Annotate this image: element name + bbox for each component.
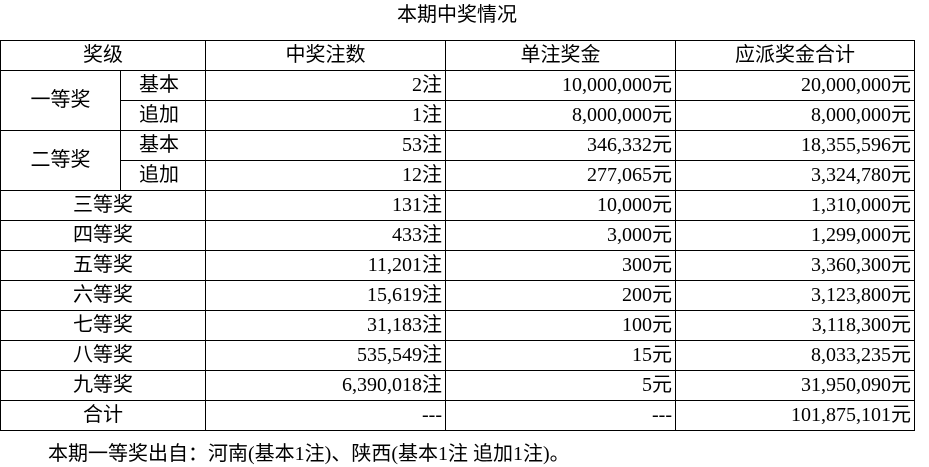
table-row: 一等奖 基本 2注 10,000,000元 20,000,000元 [0, 70, 915, 131]
table-row: 三等奖 131注 10,000元 1,310,000元 [0, 190, 915, 221]
sub-level-cell: 基本 [120, 70, 206, 101]
table-row: 九等奖 6,390,018注 5元 31,950,090元 [0, 370, 915, 401]
total-cell: 18,355,596元 [675, 130, 915, 161]
prize-cell: 5元 [445, 370, 676, 401]
count-cell: 53注 [205, 130, 446, 161]
level-cell: 二等奖 [0, 130, 121, 191]
total-cell: 101,875,101元 [675, 400, 915, 431]
prize-cell: 10,000元 [445, 190, 676, 221]
count-cell: 31,183注 [205, 310, 446, 341]
header-cell: 中奖注数 [205, 40, 446, 71]
table-row: 七等奖 31,183注 100元 3,118,300元 [0, 310, 915, 341]
prize-cell: 100元 [445, 310, 676, 341]
level-cell: 三等奖 [0, 190, 206, 221]
count-cell: 15,619注 [205, 280, 446, 311]
count-cell: 1注 [205, 100, 446, 131]
level-cell: 八等奖 [0, 340, 206, 371]
header-row: 奖级 中奖注数 单注奖金 应派奖金合计 [0, 40, 915, 71]
table-row: 四等奖 433注 3,000元 1,299,000元 [0, 220, 915, 251]
header-cell: 奖级 [0, 40, 206, 71]
table-row: 合计 --- --- 101,875,101元 [0, 400, 915, 431]
level-cell: 四等奖 [0, 220, 206, 251]
total-cell: 3,324,780元 [675, 160, 915, 191]
count-cell: 131注 [205, 190, 446, 221]
level-cell: 七等奖 [0, 310, 206, 341]
prize-cell: 3,000元 [445, 220, 676, 251]
table-row: 八等奖 535,549注 15元 8,033,235元 [0, 340, 915, 371]
header-cell: 应派奖金合计 [675, 40, 915, 71]
total-cell: 3,118,300元 [675, 310, 915, 341]
table-row: 追加 12注 277,065元 3,324,780元 [1, 160, 915, 191]
total-cell: 3,360,300元 [675, 250, 915, 281]
count-cell: 11,201注 [205, 250, 446, 281]
prize-cell: 15元 [445, 340, 676, 371]
level-cell: 六等奖 [0, 280, 206, 311]
prize-cell: 8,000,000元 [445, 100, 676, 131]
level-cell: 九等奖 [0, 370, 206, 401]
footer-note: 本期一等奖出自：河南(基本1注)、陕西(基本1注 追加1注)。 [48, 443, 570, 465]
level-cell: 五等奖 [0, 250, 206, 281]
total-cell: 3,123,800元 [675, 280, 915, 311]
total-cell: 1,299,000元 [675, 220, 915, 251]
count-cell: 6,390,018注 [205, 370, 446, 401]
table-row: 追加 1注 8,000,000元 8,000,000元 [1, 100, 915, 131]
prize-table: 奖级 中奖注数 单注奖金 应派奖金合计 一等奖 基本 2注 10,000,000元 20,000… [0, 40, 915, 431]
sub-level-cell: 追加 [120, 100, 206, 131]
total-cell: 20,000,000元 [675, 70, 915, 101]
prize-cell: 300元 [445, 250, 676, 281]
count-cell: 2注 [205, 70, 446, 101]
count-cell: 535,549注 [205, 340, 446, 371]
sub-level-cell: 基本 [120, 130, 206, 161]
total-cell: 1,310,000元 [675, 190, 915, 221]
table-row: 二等奖 基本 53注 346,332元 18,355,596元 [0, 130, 915, 191]
count-cell: 12注 [205, 160, 446, 191]
level-cell: 一等奖 [0, 70, 121, 131]
total-cell: 8,000,000元 [675, 100, 915, 131]
prize-cell: 277,065元 [445, 160, 676, 191]
prize-cell: 346,332元 [445, 130, 676, 161]
prize-cell: --- [445, 400, 676, 431]
table-row: 五等奖 11,201注 300元 3,360,300元 [0, 250, 915, 281]
title: 本期中奖情况 [397, 4, 517, 26]
count-cell: --- [205, 400, 446, 431]
table-row: 六等奖 15,619注 200元 3,123,800元 [0, 280, 915, 311]
level-cell: 合计 [0, 400, 206, 431]
total-cell: 8,033,235元 [675, 340, 915, 371]
header-cell: 单注奖金 [445, 40, 676, 71]
prize-cell: 200元 [445, 280, 676, 311]
sub-level-cell: 追加 [120, 160, 206, 191]
count-cell: 433注 [205, 220, 446, 251]
total-cell: 31,950,090元 [675, 370, 915, 401]
prize-cell: 10,000,000元 [445, 70, 676, 101]
